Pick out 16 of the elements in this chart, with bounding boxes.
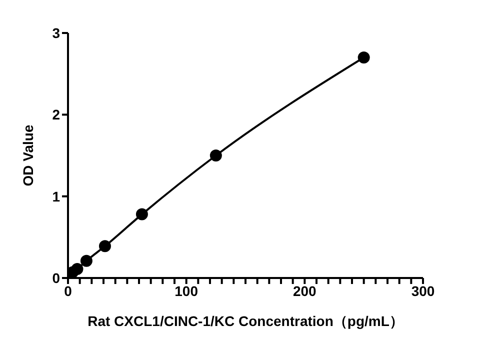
x-axis-title: Rat CXCL1/CINC-1/KC Concentration（pg/mL） [88, 313, 404, 329]
point [98, 240, 111, 252]
point [210, 150, 222, 162]
point [358, 52, 370, 64]
point [80, 254, 92, 267]
y-tick-label: 2 [52, 106, 60, 123]
y-axis-title: OD Value [20, 124, 36, 186]
y-tick-label: 1 [52, 188, 60, 204]
x-tick-label: 200 [292, 282, 317, 299]
x-tick-label: 300 [411, 282, 435, 299]
point [136, 208, 148, 220]
y-tick-label: 0 [52, 270, 60, 286]
x-tick-label: 100 [174, 282, 198, 299]
point [71, 263, 84, 276]
y-tick-label: 3 [52, 24, 60, 41]
x-tick-label: 0 [64, 282, 72, 299]
